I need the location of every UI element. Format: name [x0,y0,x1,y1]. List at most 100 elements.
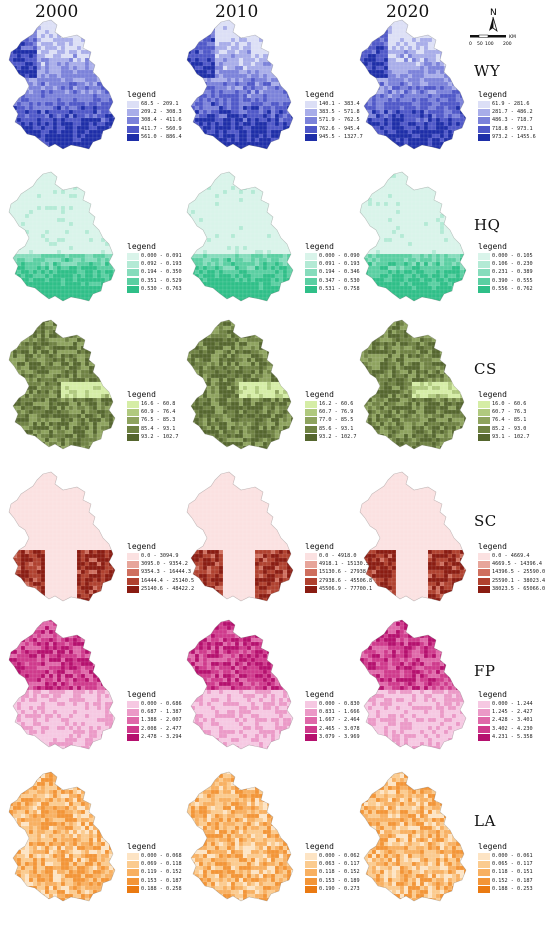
legend-range-label: 16.2 - 60.6 [319,400,354,407]
scale-tick-100: 100 [485,41,494,47]
legend-item: 0.000 - 0.068 [127,852,199,860]
legend-item: 1.245 - 2.427 [478,708,550,717]
legend-item: 0.0 - 4669.4 [478,552,550,560]
legend-item: 486.3 - 718.7 [478,117,550,125]
legend-item: 0.065 - 0.117 [478,860,550,869]
legend-range-label: 0.000 - 0.062 [319,852,360,859]
map-sc-2020 [359,471,467,602]
row-label-wy: WY [474,62,501,80]
legend-item: 60.7 - 76.9 [305,408,377,417]
legend-item: 0.118 - 0.152 [305,869,377,877]
legend-item: 0.231 - 0.389 [478,269,550,277]
map-hq-2000 [8,171,116,302]
legend-swatch [305,861,317,869]
legend-item: 93.2 - 102.7 [305,434,377,442]
legend-item: 3.402 - 4.230 [478,725,550,733]
legend-item: 945.5 - 1327.7 [305,134,377,142]
legend-range-label: 93.1 - 102.7 [492,434,530,441]
legend-item: 140.1 - 383.4 [305,100,377,108]
legend-range-label: 0.556 - 0.762 [492,286,533,293]
legend-swatch [478,252,490,260]
legend-range-label: 486.3 - 718.7 [492,117,533,124]
legend-swatch [478,869,490,877]
legend-item: 93.2 - 102.7 [127,434,199,442]
legend-item: 281.7 - 486.2 [478,108,550,117]
legend-swatch [305,425,317,433]
legend-range-label: 2.428 - 3.401 [492,717,533,724]
legend-swatch [305,734,317,742]
legend-item: 209.2 - 308.3 [127,108,199,117]
legend-range-label: 718.8 - 973.1 [492,125,533,132]
legend-swatch [127,117,139,125]
legend-swatch [478,709,490,717]
legend-item: 4669.5 - 14396.4 [478,560,550,569]
legend-title: legend [127,842,156,851]
legend-item: 25590.1 - 38023.4 [478,577,550,585]
legend-range-label: 60.9 - 76.4 [141,409,176,416]
legend-swatch [305,852,317,860]
legend-range-label: 0.000 - 1.244 [492,700,533,707]
legend-range-label: 76.4 - 85.1 [492,417,527,424]
legend-range-label: 0.831 - 1.666 [319,709,360,716]
legend-range-label: 0.152 - 0.187 [492,877,533,884]
legend-swatch [127,134,139,142]
year-heading-2020: 2020 [386,2,430,22]
legend-wy-2020: legend 61.9 - 281.6 281.7 - 486.2 486.3 - 7… [478,90,550,142]
legend-swatch [127,400,139,408]
legend-range-label: 0.063 - 0.117 [319,861,360,868]
legend-range-label: 85.2 - 93.0 [492,425,527,432]
legend-item: 0.000 - 0.062 [305,852,377,860]
legend-item: 45506.9 - 77700.1 [305,586,377,594]
legend-title: legend [305,542,334,551]
legend-range-label: 0.531 - 0.758 [319,286,360,293]
map-la-2000 [8,771,116,902]
legend-swatch [305,417,317,425]
legend-item: 14396.5 - 25590.0 [478,569,550,577]
legend-title: legend [478,690,507,699]
legend-cs-2000: legend 16.6 - 60.8 60.9 - 76.4 76.5 - 85.3 8… [127,390,199,442]
legend-title: legend [305,690,334,699]
legend-swatch [478,717,490,725]
legend-swatch [305,561,317,569]
legend-item: 9354.3 - 16444.3 [127,569,199,577]
legend-wy-2010: legend 140.1 - 383.4 383.5 - 571.8 571.9 - … [305,90,377,142]
legend-swatch [127,125,139,133]
legend-item: 383.5 - 571.8 [305,108,377,117]
legend-swatch [305,277,317,285]
legend-swatch [127,417,139,425]
legend-item: 0.118 - 0.151 [478,869,550,877]
legend-swatch [305,725,317,733]
legend-item: 0.000 - 0.061 [478,852,550,860]
legend-range-label: 2.008 - 2.477 [141,725,182,732]
legend-cs-2010: legend 16.2 - 60.6 60.7 - 76.9 77.0 - 85.5 8… [305,390,377,442]
legend-range-label: 3095.0 - 9354.2 [141,561,188,568]
legend-item: 16.2 - 60.6 [305,400,377,408]
legend-swatch [478,434,490,442]
legend-swatch [127,425,139,433]
map-la-2020 [359,771,467,902]
legend-swatch [478,269,490,277]
legend-range-label: 0.118 - 0.151 [492,869,533,876]
legend-item: 973.2 - 1455.6 [478,134,550,142]
legend-range-label: 25140.6 - 48422.2 [141,586,195,593]
legend-fp-2020: legend 0.000 - 1.244 1.245 - 2.427 2.428 - … [478,690,550,742]
scale-tick-200: 200 [503,41,512,47]
legend-range-label: 0.153 - 0.187 [141,877,182,884]
legend-swatch [478,261,490,269]
legend-swatch [127,109,139,117]
map-sc-2010 [186,471,294,602]
legend-swatch [305,100,317,108]
legend-range-label: 0.091 - 0.193 [319,261,360,268]
legend-item: 15130.6 - 27938.5 [305,569,377,577]
legend-range-label: 1.667 - 2.464 [319,717,360,724]
map-cs-2000 [8,319,116,450]
legend-item: 3.079 - 3.969 [305,734,377,742]
legend-swatch [478,417,490,425]
legend-swatch [127,100,139,108]
legend-swatch [478,725,490,733]
legend-range-label: 0.106 - 0.230 [492,261,533,268]
legend-range-label: 140.1 - 383.4 [319,100,360,107]
legend-swatch [305,552,317,560]
legend-range-label: 0.194 - 0.346 [319,269,360,276]
scale-unit: KM [509,34,516,40]
